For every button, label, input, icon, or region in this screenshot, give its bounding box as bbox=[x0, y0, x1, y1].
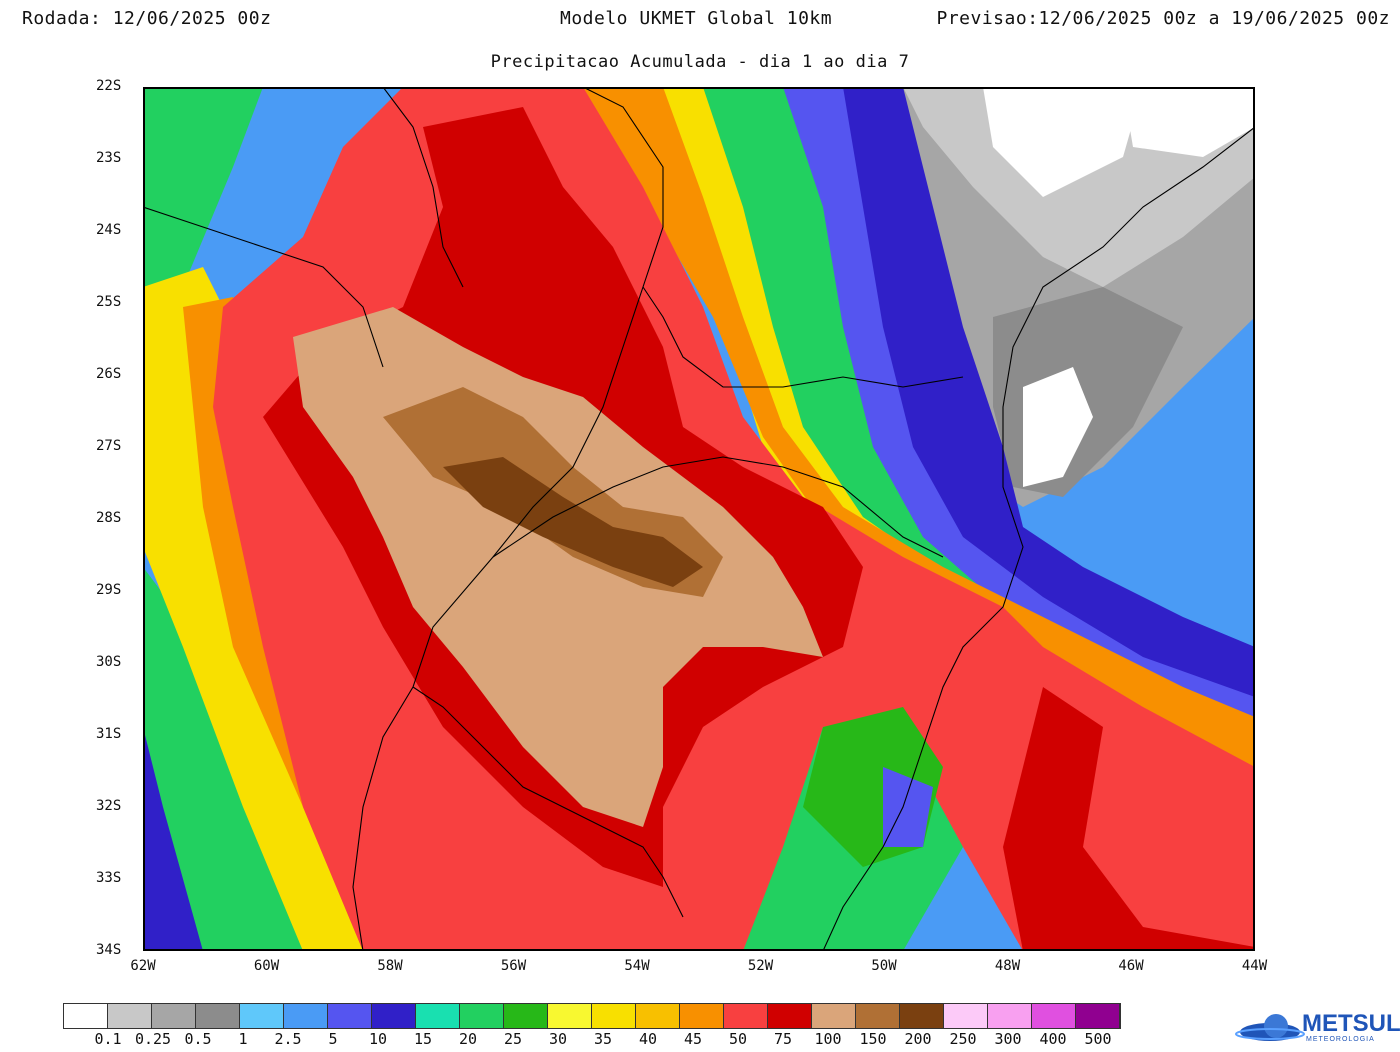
lat-label: 24S bbox=[96, 222, 122, 238]
legend-label: 100 bbox=[814, 1030, 842, 1048]
lon-label: 54W bbox=[624, 958, 650, 974]
legend-swatch bbox=[416, 1004, 460, 1028]
legend-label: 40 bbox=[638, 1030, 658, 1048]
legend-label: 300 bbox=[994, 1030, 1022, 1048]
lat-label: 31S bbox=[96, 726, 122, 742]
color-legend bbox=[63, 1003, 1121, 1029]
precipitation-map bbox=[143, 87, 1255, 951]
run-label: Rodada: bbox=[22, 8, 102, 29]
lat-label: 25S bbox=[96, 294, 122, 310]
forecast-label: Previsao: bbox=[936, 8, 1039, 29]
legend-label: 45 bbox=[683, 1030, 703, 1048]
legend-label: 200 bbox=[904, 1030, 932, 1048]
legend-label: 10 bbox=[368, 1030, 388, 1048]
legend-swatch bbox=[196, 1004, 240, 1028]
lon-label: 50W bbox=[871, 958, 897, 974]
lon-label: 44W bbox=[1241, 958, 1268, 974]
lon-label: 62W bbox=[130, 958, 156, 974]
legend-swatch bbox=[240, 1004, 284, 1028]
map-frame bbox=[143, 87, 1255, 951]
lon-label: 60W bbox=[253, 958, 280, 974]
legend-label: 30 bbox=[548, 1030, 568, 1048]
logo-name: METSUL bbox=[1302, 1010, 1400, 1037]
lon-label: 52W bbox=[747, 958, 774, 974]
legend-label: 0.1 bbox=[94, 1030, 122, 1048]
legend-swatch bbox=[548, 1004, 592, 1028]
legend-label: 35 bbox=[593, 1030, 613, 1048]
legend-label: 1 bbox=[238, 1030, 248, 1048]
lat-label: 23S bbox=[96, 150, 122, 166]
legend-swatch bbox=[680, 1004, 724, 1028]
legend-label: 500 bbox=[1084, 1030, 1112, 1048]
legend-label: 75 bbox=[773, 1030, 793, 1048]
lat-label: 34S bbox=[96, 942, 122, 958]
legend-label: 5 bbox=[328, 1030, 338, 1048]
legend-label: 2.5 bbox=[274, 1030, 302, 1048]
legend-swatch bbox=[64, 1004, 108, 1028]
legend-label: 150 bbox=[859, 1030, 887, 1048]
legend-label: 400 bbox=[1039, 1030, 1067, 1048]
coastline-borders bbox=[143, 87, 1255, 951]
legend-swatch bbox=[812, 1004, 856, 1028]
lat-label: 27S bbox=[96, 438, 122, 454]
forecast-period-header: Previsao:12/06/2025 00z a 19/06/2025 00z bbox=[937, 8, 1391, 29]
lat-label: 26S bbox=[96, 366, 122, 382]
legend-label: 50 bbox=[728, 1030, 748, 1048]
legend-swatch bbox=[724, 1004, 768, 1028]
legend-swatch bbox=[856, 1004, 900, 1028]
legend-swatch bbox=[460, 1004, 504, 1028]
legend-swatch bbox=[108, 1004, 152, 1028]
run-value: 12/06/2025 00z bbox=[112, 8, 272, 29]
lon-label: 48W bbox=[994, 958, 1021, 974]
lon-label: 58W bbox=[377, 958, 403, 974]
legend-label: 25 bbox=[503, 1030, 523, 1048]
model-title: Modelo UKMET Global 10km bbox=[560, 8, 833, 29]
legend-label: 20 bbox=[458, 1030, 478, 1048]
legend-swatch bbox=[372, 1004, 416, 1028]
run-time-header: Rodada: 12/06/2025 00z bbox=[22, 8, 271, 29]
lon-label: 46W bbox=[1118, 958, 1144, 974]
map-subtitle: Precipitacao Acumulada - dia 1 ao dia 7 bbox=[490, 52, 910, 72]
lat-label: 22S bbox=[96, 78, 122, 94]
legend-swatch bbox=[988, 1004, 1032, 1028]
legend-swatch bbox=[592, 1004, 636, 1028]
legend-label: 15 bbox=[413, 1030, 433, 1048]
legend-swatch bbox=[636, 1004, 680, 1028]
logo-subtext: METEOROLOGIA bbox=[1306, 1036, 1375, 1043]
legend-swatch bbox=[1076, 1004, 1120, 1028]
legend-swatch bbox=[1032, 1004, 1076, 1028]
lat-label: 30S bbox=[96, 654, 122, 670]
lat-label: 29S bbox=[96, 582, 122, 598]
metsul-logo bbox=[1235, 1014, 1305, 1041]
lat-label: 28S bbox=[96, 510, 122, 526]
legend-swatch bbox=[944, 1004, 988, 1028]
legend-swatch bbox=[504, 1004, 548, 1028]
legend-swatch bbox=[328, 1004, 372, 1028]
legend-label: 250 bbox=[949, 1030, 977, 1048]
legend-swatch bbox=[152, 1004, 196, 1028]
forecast-value: 12/06/2025 00z a 19/06/2025 00z bbox=[1038, 8, 1390, 29]
legend-label: 0.5 bbox=[184, 1030, 212, 1048]
legend-label: 0.25 bbox=[134, 1030, 172, 1048]
lat-label: 33S bbox=[96, 870, 122, 886]
legend-swatch bbox=[284, 1004, 328, 1028]
lon-label: 56W bbox=[500, 958, 527, 974]
legend-swatch bbox=[768, 1004, 812, 1028]
legend-swatch bbox=[900, 1004, 944, 1028]
lat-label: 32S bbox=[96, 798, 122, 814]
